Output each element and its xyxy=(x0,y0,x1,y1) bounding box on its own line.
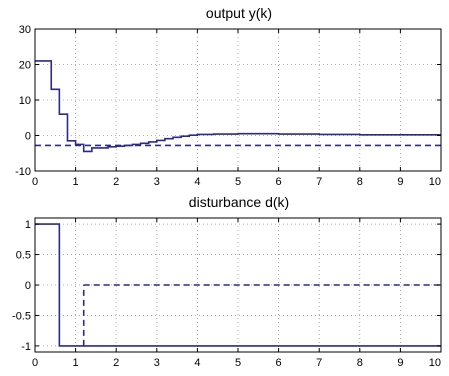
output-xtick-label: 10 xyxy=(429,176,441,188)
disturbance-xtick-label: 10 xyxy=(429,357,441,369)
disturbance-ytick-label: 0.5 xyxy=(16,250,31,262)
output-xtick-label: 3 xyxy=(154,176,160,188)
output-xtick-label: 4 xyxy=(194,176,200,188)
output-xtick-label: 9 xyxy=(397,176,403,188)
disturbance-xtick-label: 6 xyxy=(276,357,282,369)
disturbance-xtick-label: 2 xyxy=(113,357,119,369)
disturbance-xtick-label: 1 xyxy=(73,357,79,369)
disturbance-xtick-label: 9 xyxy=(397,357,403,369)
disturbance-plot: disturbance d(k) 0 1 2 3 4 5 6 7 8 9 10 -1 -0.5 0 0.5 1 xyxy=(12,194,442,369)
disturbance-xtick-label: 5 xyxy=(235,357,241,369)
output-xtick-label: 0 xyxy=(32,176,38,188)
disturbance-series-0 xyxy=(35,223,441,347)
output-ytick-label: 0 xyxy=(25,131,31,143)
output-xtick-label: 6 xyxy=(276,176,282,188)
disturbance-xtick-label: 4 xyxy=(194,357,200,369)
disturbance-ytick-label: 0 xyxy=(25,280,31,292)
output-xtick-label: 2 xyxy=(113,176,119,188)
disturbance-ytick-label: -1 xyxy=(21,341,31,353)
disturbance-ytick-label: -0.5 xyxy=(12,310,31,322)
output-ytick-label: -10 xyxy=(15,166,31,178)
disturbance-xtick-label: 0 xyxy=(32,357,38,369)
disturbance-plot-title: disturbance d(k) xyxy=(189,194,289,210)
output-plot-title: output y(k) xyxy=(206,5,272,21)
output-ytick-label: 10 xyxy=(19,95,31,107)
output-xtick-label: 7 xyxy=(316,176,322,188)
disturbance-ytick-label: 1 xyxy=(25,219,31,231)
disturbance-xtick-label: 3 xyxy=(154,357,160,369)
output-xtick-label: 1 xyxy=(73,176,79,188)
disturbance-xtick-label: 8 xyxy=(357,357,363,369)
output-xtick-label: 5 xyxy=(235,176,241,188)
output-xtick-label: 8 xyxy=(357,176,363,188)
output-series-0 xyxy=(35,60,441,153)
disturbance-xtick-label: 7 xyxy=(316,357,322,369)
output-ytick-label: 30 xyxy=(19,24,31,36)
output-ytick-label: 20 xyxy=(19,60,31,72)
